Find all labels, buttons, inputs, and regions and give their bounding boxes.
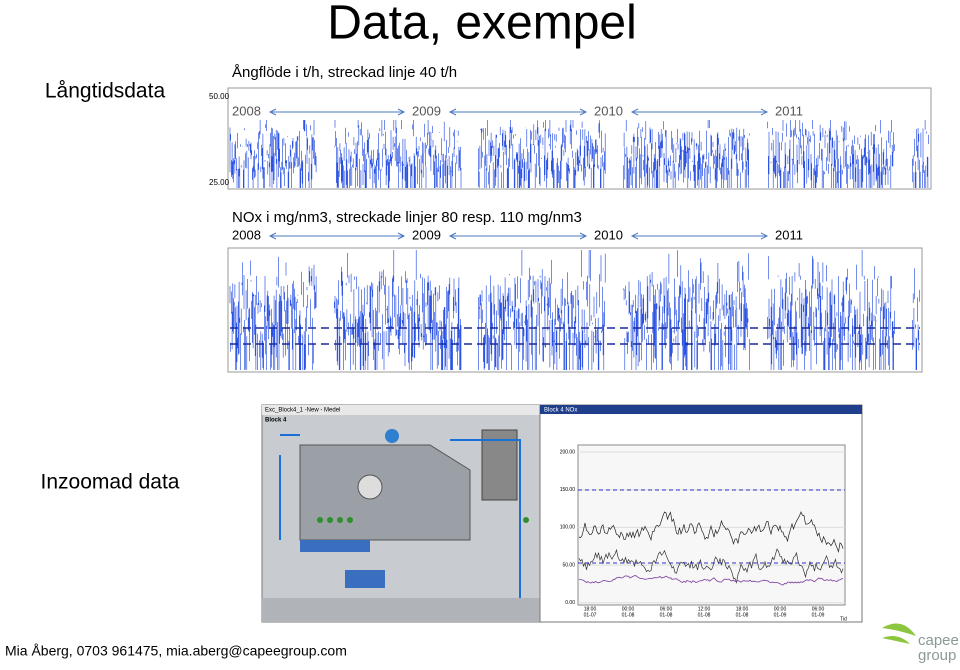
plot-area	[577, 444, 846, 606]
signal	[229, 120, 929, 188]
footer-contact: Mia Åberg, 0703 961475, mia.aberg@capeeg…	[5, 643, 347, 659]
time-label: 01-08	[698, 612, 711, 618]
chart-frame	[227, 87, 932, 190]
axis-label: 150.00	[560, 487, 576, 493]
axis-label: 25.00	[209, 178, 230, 187]
chart-caption: Ångflöde i t/h, streckad linje 40 t/h	[232, 64, 457, 81]
section-label: Långtidsdata	[45, 80, 166, 103]
arrow	[448, 108, 588, 116]
time-label: 06:00	[660, 606, 673, 612]
year-label: 2011	[775, 227, 803, 242]
time-label: 18:00	[584, 606, 597, 612]
logo-mark	[882, 623, 916, 644]
year-label: 2009	[412, 103, 441, 118]
axis-label: 50.00	[209, 92, 230, 101]
logo-text: capee	[918, 632, 959, 649]
time-label: 12:00	[698, 606, 711, 612]
year-label: 2008	[232, 227, 261, 242]
arrow	[268, 232, 406, 240]
toolbar	[262, 598, 545, 622]
year-label: 2008	[232, 103, 261, 118]
trend-trace	[578, 511, 844, 554]
pipes	[279, 434, 521, 600]
year-row: 2008 2009 2010 2011	[232, 227, 803, 242]
axis-label: 100.00	[560, 525, 576, 531]
arrow	[448, 232, 588, 240]
chart-caption: NOx i mg/nm3, streckade linjer 80 resp. …	[232, 209, 582, 226]
time-label: 01-09	[774, 612, 787, 618]
year-label: 2010	[594, 227, 623, 242]
section-label: Inzoomad data	[41, 471, 180, 494]
tank-shape	[300, 540, 370, 552]
icon	[357, 474, 383, 500]
time-label: 01-08	[660, 612, 673, 618]
year-label: 2011	[775, 103, 803, 118]
slide-title: Data, exempel	[327, 0, 637, 50]
year-label: 2009	[412, 227, 441, 242]
axis-label: 200.00	[560, 449, 576, 455]
window-title: Block 4 NOx	[544, 408, 577, 414]
window-bar	[262, 405, 545, 415]
time-label: 18:00	[736, 606, 749, 612]
time-label: 01-09	[812, 612, 825, 618]
boiler-shape	[299, 444, 471, 541]
year-row: 2008 2009 2010 2011	[232, 103, 803, 118]
year-label: 2010	[594, 103, 623, 118]
signal	[229, 250, 920, 370]
trend-plot: 200.00150.00100.0050.000.0018:0001-0700:…	[560, 449, 847, 622]
trend-trace	[578, 548, 844, 584]
panel-title: Block 4	[265, 418, 287, 424]
valves	[317, 517, 529, 523]
window-title: Exc_Block4_1 -New - Medel	[265, 408, 340, 414]
filter-shape	[481, 429, 518, 501]
time-label: 01-07	[584, 612, 597, 618]
time-label: 00:00	[622, 606, 635, 612]
signal-trace	[229, 120, 929, 188]
arrow	[268, 108, 406, 116]
time-label: 01-08	[736, 612, 749, 618]
axis-label: 0.00	[565, 600, 575, 606]
arrow	[630, 232, 769, 240]
time-label: 00:00	[774, 606, 787, 612]
trend-trace	[578, 575, 844, 586]
window-bar	[540, 405, 862, 414]
time-label: 06:00	[812, 606, 825, 612]
arrow	[630, 108, 769, 116]
icon	[385, 429, 399, 443]
axis-label: 50.00	[562, 562, 575, 568]
time-label: 01-08	[622, 612, 635, 618]
axis-unit: Tid	[840, 616, 847, 622]
tank-shape	[345, 570, 385, 588]
logo-text: group	[918, 647, 956, 664]
